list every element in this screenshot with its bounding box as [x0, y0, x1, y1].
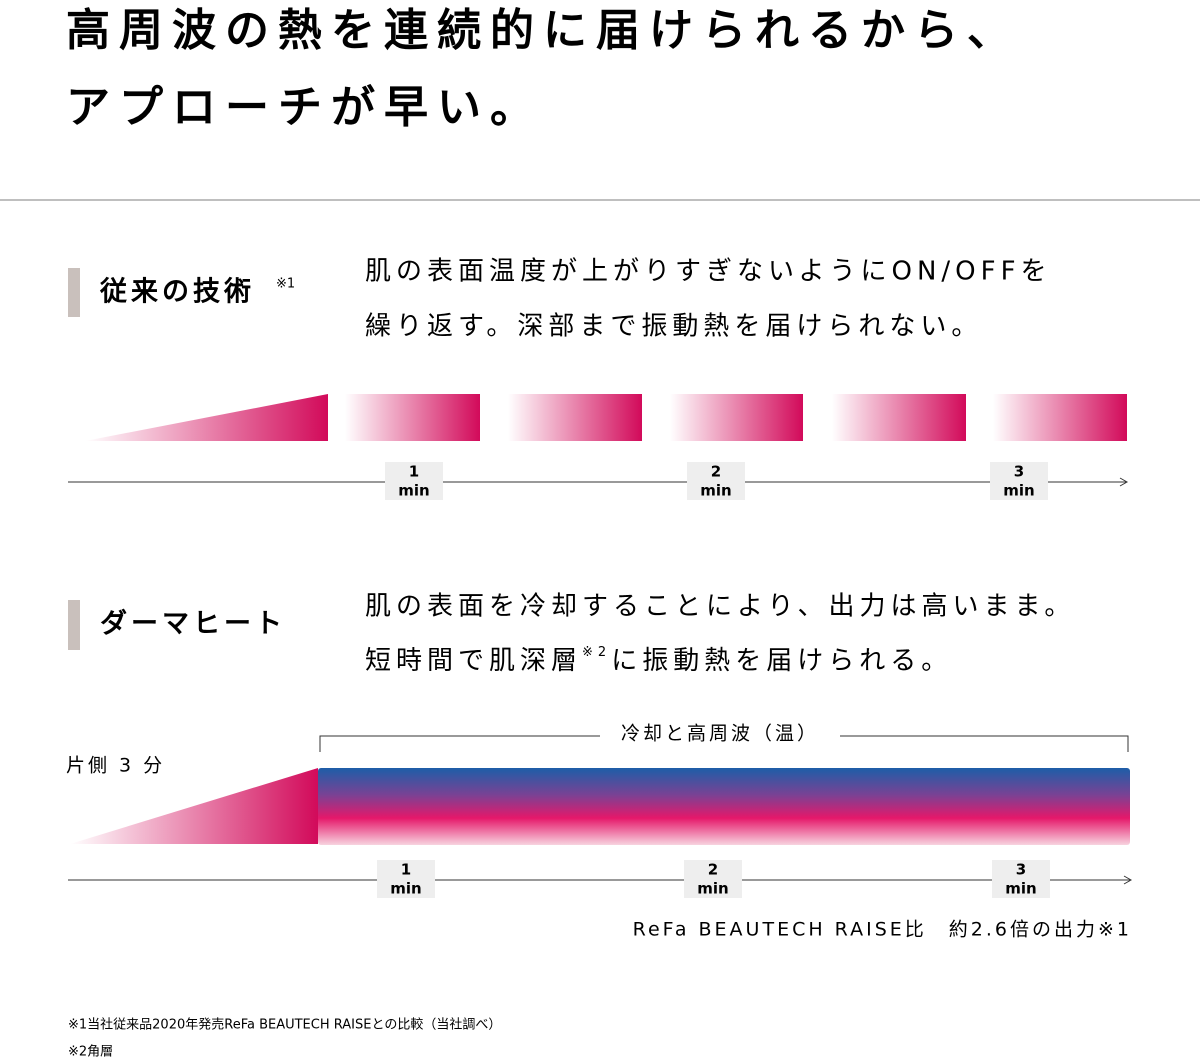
section-label: ダーマヒート — [100, 608, 286, 640]
arrow — [1123, 875, 1133, 885]
comparison: ReFa BEAUTECH RAISE比 約2.6倍の出力※1 — [633, 919, 1132, 941]
tick-number: 3 — [1014, 463, 1024, 481]
tick-unit: min — [390, 880, 421, 898]
tick-number: 1 — [401, 861, 411, 879]
title-line: 高周波の熱を連続的に届けられるから、 — [66, 5, 1020, 56]
tick-box — [990, 462, 1048, 500]
tick-box — [992, 860, 1050, 898]
note: ※2 — [582, 645, 611, 660]
pulse — [345, 394, 480, 441]
ramp — [85, 394, 328, 441]
arrow — [1119, 477, 1129, 487]
tick-number: 2 — [711, 463, 721, 481]
pulse — [670, 394, 803, 441]
bracket-label: 冷却と高周波（温） — [621, 723, 819, 745]
pulse — [832, 394, 966, 441]
tick-number: 1 — [409, 463, 419, 481]
tick-unit: min — [697, 880, 728, 898]
title-line: アプローチが早い。 — [66, 82, 543, 133]
tick-unit: min — [700, 482, 731, 500]
tick-number: 2 — [708, 861, 718, 879]
label-bar — [68, 268, 80, 317]
pulse — [508, 394, 642, 441]
section-label: 従来の技術 — [99, 277, 255, 308]
description: 肌の表面温度が上がりすぎないようにON/OFFを — [365, 257, 1052, 287]
description: 肌の表面を冷却することにより、出力は高いまま。 — [365, 592, 1075, 622]
tick-box — [684, 860, 742, 898]
tick-box — [385, 462, 443, 500]
tick-box — [377, 860, 435, 898]
side-label: 片側 3 分 — [66, 755, 165, 777]
tick-unit: min — [398, 482, 429, 500]
tick-unit: min — [1003, 482, 1034, 500]
description: 繰り返す。深部まで振動熱を届けられない。 — [365, 312, 982, 342]
tick-unit: min — [1005, 880, 1036, 898]
pulse — [993, 394, 1127, 441]
tick-box — [687, 462, 745, 500]
label-bar — [68, 600, 80, 650]
text: に振動熱を届けられる。 — [611, 646, 952, 676]
text: 短時間で肌深層 — [365, 646, 582, 676]
bracket-bg — [600, 722, 840, 748]
footnote: ※2角層 — [68, 1045, 113, 1060]
footnote: ※1当社従来品2020年発売ReFa BEAUTECH RAISEとの比較（当社… — [68, 1017, 501, 1033]
continuous-bar — [318, 768, 1130, 845]
description: 短時間で肌深層※2に振動熱を届けられる。 — [365, 645, 952, 676]
ramp — [70, 768, 318, 844]
tick-number: 3 — [1016, 861, 1026, 879]
pulse-segments — [345, 394, 1127, 441]
note: ※1 — [276, 277, 295, 292]
